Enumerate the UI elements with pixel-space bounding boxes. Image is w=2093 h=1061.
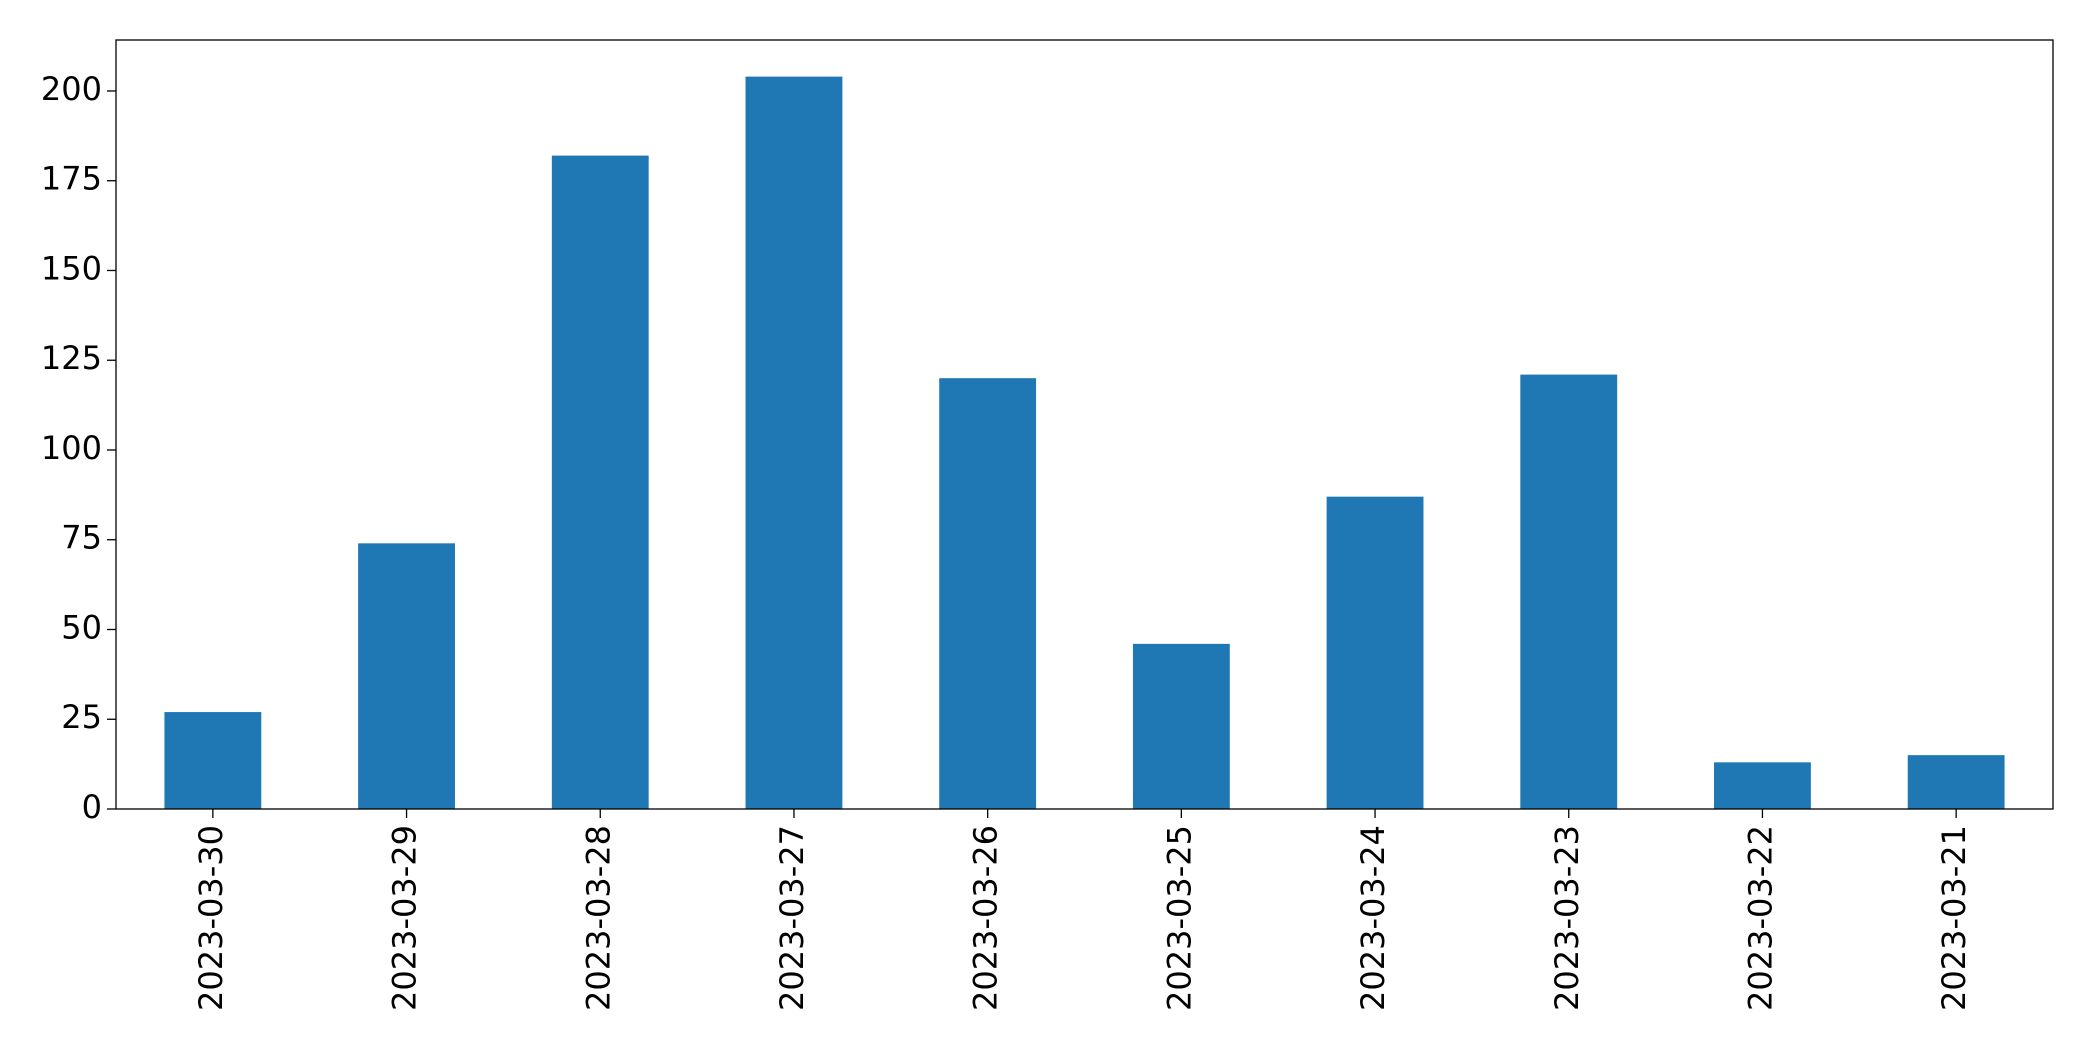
y-tick-label: 200 [41, 70, 102, 108]
y-tick-label: 125 [41, 339, 102, 377]
bar [551, 155, 649, 809]
bar [358, 543, 455, 809]
bar [1520, 374, 1618, 809]
x-tick-label: 2023-03-30 [192, 825, 230, 1011]
x-tick-label: 2023-03-23 [1548, 825, 1586, 1011]
y-tick-label: 75 [61, 519, 102, 557]
bar [1132, 643, 1230, 809]
y-tick-label: 25 [61, 698, 102, 736]
bar [1907, 755, 2005, 809]
x-tick-label: 2023-03-24 [1354, 825, 1392, 1011]
x-tick-label: 2023-03-28 [579, 825, 617, 1011]
x-tick-label: 2023-03-29 [386, 825, 424, 1011]
bar [745, 76, 843, 810]
x-tick-label: 2023-03-21 [1935, 825, 1973, 1011]
y-tick-label: 100 [41, 429, 102, 467]
bar [164, 712, 262, 809]
y-tick-label: 50 [61, 608, 102, 646]
x-tick-label: 2023-03-25 [1160, 825, 1198, 1011]
x-tick-label: 2023-03-22 [1741, 825, 1779, 1011]
bar [939, 378, 1037, 809]
bar [1714, 762, 1811, 809]
plot-frame [115, 39, 2054, 810]
y-tick-label: 150 [41, 249, 102, 287]
y-tick-label: 175 [41, 160, 102, 198]
x-tick-label: 2023-03-26 [967, 825, 1005, 1011]
bar [1326, 496, 1424, 809]
y-tick-label: 0 [82, 788, 102, 826]
x-tick-label: 2023-03-27 [773, 825, 811, 1011]
